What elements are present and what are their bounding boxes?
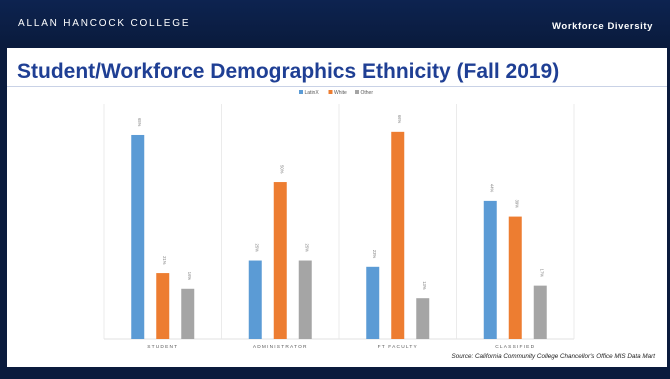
bar-administrator-white: [273, 182, 287, 339]
slide-content: Student/Workforce Demographics Ethnicity…: [7, 48, 667, 367]
data-label-student-other: 16%: [187, 272, 192, 281]
data-label-administrator-white: 50%: [279, 165, 284, 174]
data-label-administrator-latinx: 25%: [254, 244, 259, 253]
title-divider: [7, 86, 667, 87]
bar-administrator-other: [298, 260, 312, 339]
bar-student-latinx: [131, 134, 145, 339]
data-label-student-white: 21%: [162, 256, 167, 265]
category-label-classified: CLASSIFIED: [495, 344, 535, 350]
legend-label-other: Other: [361, 90, 374, 96]
legend-label-latinx: LatinX: [305, 90, 320, 96]
section-title: Workforce Diversity: [552, 21, 653, 32]
footer-bar: [0, 368, 670, 379]
legend-swatch-other: [355, 90, 359, 94]
category-label-student: STUDENT: [147, 344, 178, 350]
category-label-ft-faculty: FT FACULTY: [378, 344, 418, 350]
bar-classified-white: [508, 216, 522, 339]
data-label-ft-faculty-latinx: 23%: [372, 250, 377, 259]
legend-swatch-white: [328, 90, 333, 94]
bar-classified-latinx: [483, 200, 497, 339]
college-name: ALLAN HANCOCK COLLEGE: [18, 18, 191, 29]
data-label-classified-latinx: 44%: [489, 184, 494, 193]
ethnicity-bar-chart: LatinX White Other 65% 21% 16% STUDENT 25% 50% 25…: [103, 90, 575, 350]
page-title: Student/Workforce Demographics Ethnicity…: [17, 60, 560, 83]
data-label-classified-other: 17%: [539, 269, 544, 278]
source-note: Source: California Community College Cha…: [451, 353, 655, 360]
legend-swatch-latinx: [299, 90, 303, 94]
bar-ft-faculty-latinx: [366, 266, 380, 339]
data-label-ft-faculty-white: 66%: [397, 115, 402, 124]
header-bar: ALLAN HANCOCK COLLEGE Workforce Diversit…: [0, 0, 670, 45]
bar-ft-faculty-white: [391, 131, 405, 339]
data-label-student-latinx: 65%: [137, 118, 142, 127]
category-label-administrator: ADMINISTRATOR: [253, 344, 308, 350]
bar-student-white: [156, 273, 170, 339]
data-label-classified-white: 39%: [514, 200, 519, 209]
data-label-ft-faculty-other: 13%: [422, 281, 427, 290]
bar-classified-other: [533, 285, 547, 339]
bar-ft-faculty-other: [416, 298, 430, 339]
data-label-administrator-other: 25%: [304, 244, 309, 253]
bar-administrator-latinx: [248, 260, 262, 339]
bar-student-other: [181, 288, 195, 339]
legend-label-white: White: [334, 90, 347, 96]
